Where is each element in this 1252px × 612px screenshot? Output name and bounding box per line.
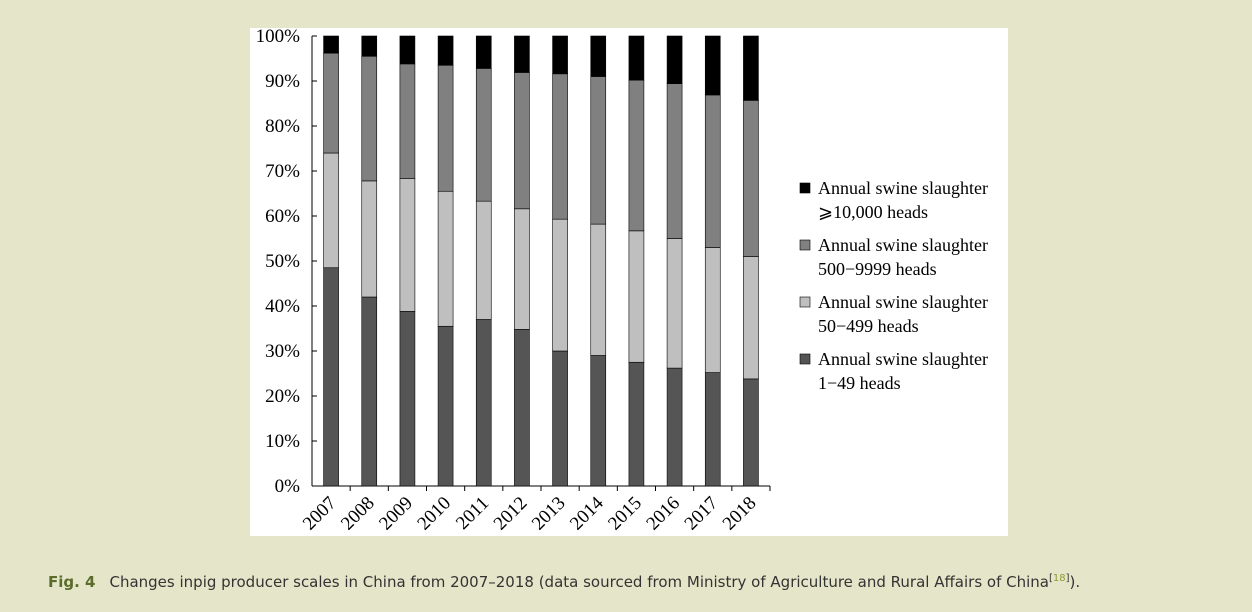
bar-segment: [323, 35, 339, 54]
y-tick-label: 0%: [275, 476, 301, 497]
bar-segment: [704, 94, 721, 248]
bar-segment: [361, 55, 378, 182]
y-tick-label: 20%: [265, 386, 300, 407]
bar-segment: [475, 35, 492, 69]
bar-segment: [475, 200, 492, 320]
bar-segment: [628, 230, 645, 363]
bar-segment: [399, 178, 416, 312]
y-tick-label: 80%: [265, 116, 300, 137]
bar-segment: [704, 372, 721, 487]
caption-text: Changes inpig producer scales in China f…: [109, 573, 1049, 591]
bar-segment: [590, 223, 607, 356]
legend-swatch: [799, 353, 811, 365]
bar-segment: [628, 361, 645, 487]
x-tick-label: 2009: [375, 493, 417, 535]
legend-swatch: [799, 239, 811, 251]
bar-segment: [666, 238, 683, 369]
bar-segment: [475, 68, 492, 202]
bar-segment: [399, 35, 416, 65]
bar-segment: [743, 256, 759, 380]
x-tick-label: 2016: [642, 493, 684, 535]
bar-segment: [628, 79, 645, 232]
bar-segment: [437, 190, 454, 327]
bar-segment: [399, 63, 416, 179]
legend-label: Annual swine slaughter: [818, 235, 988, 255]
y-tick-label: 100%: [256, 28, 301, 47]
bar-segment: [437, 35, 454, 66]
legend-label-line2: 50−499 heads: [818, 316, 919, 336]
bar-segment: [666, 35, 683, 85]
bar-segment: [552, 35, 568, 75]
x-tick-label: 2012: [490, 493, 532, 535]
bar-segment: [704, 35, 721, 96]
figure-label: Fig. 4: [48, 573, 96, 591]
x-tick-label: 2017: [681, 493, 723, 535]
legend-label-line2: 500−9999 heads: [818, 259, 937, 279]
legend-label: Annual swine slaughter: [818, 349, 988, 369]
bar-segment: [514, 329, 530, 487]
x-tick-label: 2013: [528, 493, 570, 535]
chart-panel: 0% 10% 20% 30% 40% 50% 60% 70% 80% 90% 100% 2007 200…: [250, 28, 1008, 536]
y-tick-label: 70%: [265, 161, 300, 182]
bar-segment: [475, 319, 492, 487]
y-tick-label: 50%: [265, 251, 300, 272]
x-tick-label: 2008: [337, 493, 379, 535]
bar-segment: [628, 35, 645, 81]
bar-segment: [514, 208, 530, 330]
figure-caption: Fig. 4 Changes inpig producer scales in C…: [48, 573, 1080, 591]
bar-segment: [514, 35, 530, 73]
legend-label: Annual swine slaughter: [818, 292, 988, 312]
bar-segment: [514, 72, 530, 210]
x-tick-label: 2011: [452, 493, 493, 534]
bar-segment: [666, 367, 683, 487]
caption-tail: ).: [1069, 573, 1081, 591]
bar-segment: [590, 76, 607, 225]
bar-segment: [361, 35, 378, 57]
y-tick-label: 30%: [265, 341, 300, 362]
bar-segment: [552, 218, 568, 352]
bar-segment: [437, 325, 454, 487]
y-tick-label: 90%: [265, 71, 300, 92]
bar-segment: [743, 35, 759, 101]
bar-segment: [743, 378, 759, 487]
citation-ref[interactable]: [18]: [1048, 573, 1070, 584]
bar-segment: [361, 296, 378, 487]
legend-label-line2: 1−49 heads: [818, 373, 901, 393]
legend-label: Annual swine slaughter: [818, 178, 988, 198]
bar-segment: [552, 73, 568, 220]
bar-segment: [666, 83, 683, 239]
legend-label-line2: ⩾10,000 heads: [818, 202, 928, 222]
x-tick-label: 2007: [299, 493, 341, 535]
y-tick-label: 60%: [265, 206, 300, 227]
x-tick-label: 2014: [566, 492, 608, 534]
bar-segment: [323, 52, 339, 154]
bar-segment: [552, 350, 568, 487]
bar-segment: [323, 267, 339, 487]
legend-swatch: [799, 182, 811, 194]
bar-segment: [590, 355, 607, 487]
y-tick-label: 40%: [265, 296, 300, 317]
bar-segment: [743, 100, 759, 257]
legend-swatch: [799, 296, 811, 308]
bar-segment: [361, 180, 378, 298]
bar-segment: [590, 35, 607, 77]
bar-segment: [323, 152, 339, 269]
x-tick-label: 2018: [719, 493, 761, 535]
bar-segment: [437, 64, 454, 192]
y-tick-label: 10%: [265, 431, 300, 452]
x-tick-label: 2015: [604, 493, 646, 535]
x-tick-label: 2010: [413, 493, 455, 535]
stacked-bar-chart: 0%10%20%30%40%50%60%70%80%90%100%2007200…: [256, 28, 988, 535]
bar-segment: [704, 247, 721, 373]
bar-segment: [399, 311, 416, 487]
